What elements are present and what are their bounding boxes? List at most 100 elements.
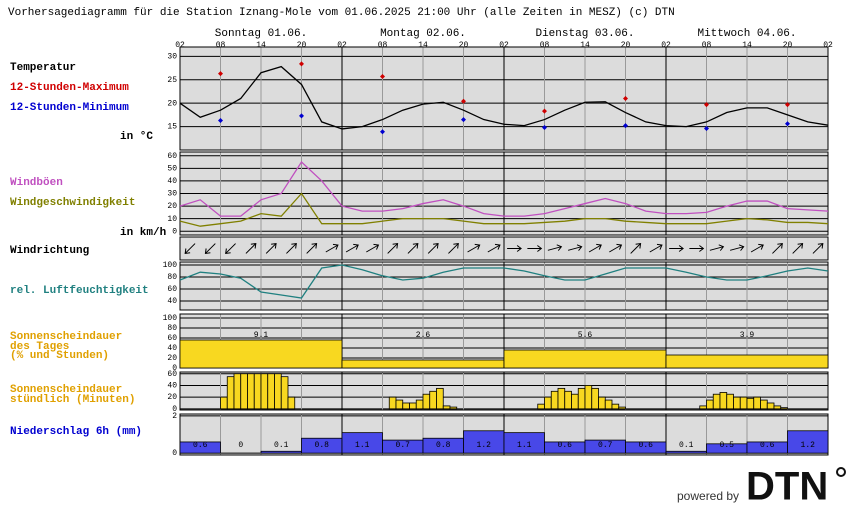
value-label: 9.1 xyxy=(254,331,269,340)
marker xyxy=(785,102,790,108)
bar xyxy=(341,359,505,369)
panel-label: stündlich (Minuten) xyxy=(10,394,135,406)
wind-arrow xyxy=(527,245,543,252)
value-label: 0.6 xyxy=(639,441,654,450)
arrow-shape xyxy=(812,242,824,254)
marker xyxy=(461,98,466,104)
y-tick-label: 20 xyxy=(167,202,177,211)
y-tick-label: 0 xyxy=(172,364,177,373)
arrow-shape xyxy=(407,242,419,254)
arrow-shape xyxy=(225,243,236,255)
marker xyxy=(704,102,709,108)
logo-dot xyxy=(836,467,846,477)
arrow-shape xyxy=(286,242,297,254)
marker xyxy=(299,113,304,119)
bar xyxy=(753,396,761,410)
wind-arrow xyxy=(750,243,764,253)
y-tick-label: 60 xyxy=(167,370,177,379)
panel-label: rel. Luftfeuchtigkeit xyxy=(10,285,149,297)
hour-label: 02 xyxy=(175,41,185,50)
panel-frame xyxy=(179,261,829,311)
bar xyxy=(388,396,397,410)
bar xyxy=(415,399,424,410)
wind-arrow xyxy=(286,242,297,254)
bar xyxy=(226,376,235,410)
logo: DTN xyxy=(746,465,828,509)
y-tick-label: 50 xyxy=(167,164,177,173)
arrow-shape xyxy=(366,243,380,253)
bar xyxy=(260,450,302,454)
bar xyxy=(537,403,545,410)
bar xyxy=(503,349,667,369)
wind-arrow xyxy=(184,243,196,255)
bar xyxy=(780,407,788,410)
bar xyxy=(564,390,572,410)
day-label: Mittwoch 04.06. xyxy=(697,28,796,40)
panel-label: (% und Stunden) xyxy=(10,350,109,362)
panel-label: Sonnenscheindauer xyxy=(10,384,122,396)
arrow-shape xyxy=(507,245,522,252)
marker xyxy=(623,123,628,129)
arrow-shape xyxy=(630,242,642,254)
bar xyxy=(584,385,593,410)
value-label: 0.7 xyxy=(396,441,411,450)
marker xyxy=(542,108,547,114)
y-tick-label: 25 xyxy=(167,76,177,85)
bar xyxy=(746,397,755,410)
y-tick-label: 80 xyxy=(167,324,177,333)
marker xyxy=(623,96,628,101)
panel-label: Windrichtung xyxy=(10,245,89,257)
y-tick-label: 0 xyxy=(172,449,177,458)
hour-label: 08 xyxy=(702,41,712,50)
bar xyxy=(712,393,721,410)
value-label: 0.1 xyxy=(274,441,289,450)
bar xyxy=(436,387,444,410)
arrow-shape xyxy=(547,244,563,251)
y-tick-label: 20 xyxy=(167,354,177,363)
panel-label: Sonnenscheindauer xyxy=(10,331,122,343)
arrow-shape xyxy=(649,243,663,253)
hour-label: 14 xyxy=(580,41,590,50)
marker xyxy=(299,61,304,67)
wind-arrow xyxy=(487,243,501,253)
value-label: 0.6 xyxy=(193,441,208,450)
arrow-shape xyxy=(588,243,602,253)
marker xyxy=(542,125,547,131)
y-tick-label: 2 xyxy=(172,412,177,421)
bar xyxy=(611,403,620,410)
bar xyxy=(274,373,282,410)
hour-label: 08 xyxy=(378,41,388,50)
value-label: 5.6 xyxy=(578,331,593,340)
hour-label: 20 xyxy=(459,41,469,50)
arrow-shape xyxy=(448,242,459,254)
bar xyxy=(422,393,431,410)
panel-label: Niederschlag 6h (mm) xyxy=(10,426,142,438)
wind-arrow xyxy=(427,242,439,254)
value-label: 0.8 xyxy=(436,441,451,450)
hour-label: 02 xyxy=(823,41,833,50)
y-tick-label: 100 xyxy=(163,314,178,323)
y-tick-label: 0 xyxy=(172,405,177,414)
bar xyxy=(699,405,707,410)
hour-label: 14 xyxy=(418,41,428,50)
unit-label: in km/h xyxy=(120,227,166,239)
bar xyxy=(760,399,768,410)
panel-label: des Tages xyxy=(10,341,69,353)
bar xyxy=(787,430,829,454)
value-label: 0.5 xyxy=(720,441,735,450)
arrow-shape xyxy=(387,242,399,254)
marker xyxy=(380,73,385,79)
wind-arrow xyxy=(547,244,563,251)
hour-label: 02 xyxy=(661,41,671,50)
wind-arrow xyxy=(366,243,380,253)
y-tick-label: 30 xyxy=(167,190,177,199)
value-label: 1.1 xyxy=(517,441,532,450)
hour-label: 08 xyxy=(216,41,226,50)
wind-arrow xyxy=(812,242,824,254)
y-tick-label: 20 xyxy=(167,99,177,108)
bar xyxy=(395,399,404,410)
day-label: Sonntag 01.06. xyxy=(215,28,307,40)
bar xyxy=(550,390,559,410)
wind-arrow xyxy=(669,245,684,252)
marker xyxy=(218,71,223,77)
